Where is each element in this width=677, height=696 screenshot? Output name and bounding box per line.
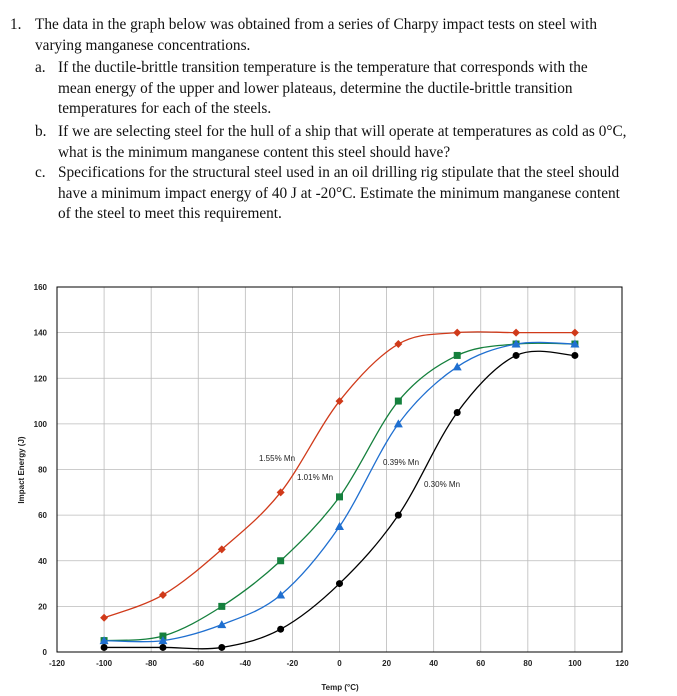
y-tick-label: 60 <box>38 511 47 520</box>
series-line <box>104 350 575 650</box>
x-tick-label: -20 <box>287 659 299 668</box>
y-tick-label: 120 <box>34 374 48 383</box>
point <box>218 602 226 610</box>
point <box>512 351 520 359</box>
x-tick-label: 100 <box>568 659 582 668</box>
point <box>277 625 285 633</box>
y-tick-label: 0 <box>43 648 48 657</box>
point <box>511 339 521 348</box>
point <box>218 643 226 651</box>
point <box>217 545 226 554</box>
point <box>99 636 109 645</box>
point <box>453 408 461 416</box>
y-tick-label: 80 <box>38 466 47 475</box>
question-text: The data in the graph below was obtained… <box>35 16 598 54</box>
x-tick-label: -80 <box>145 659 157 668</box>
item-text: Specifications for the structural steel … <box>58 164 620 222</box>
x-tick-label: -60 <box>192 659 204 668</box>
series-line <box>104 341 575 643</box>
point <box>159 632 167 640</box>
item-marker: a. <box>35 59 46 76</box>
point <box>453 328 462 337</box>
y-tick-label: 100 <box>34 420 48 429</box>
series-label: 0.30% Mn <box>424 480 460 489</box>
point <box>394 340 403 349</box>
point <box>336 493 343 501</box>
y-tick-label: 160 <box>34 283 48 292</box>
point <box>158 636 168 645</box>
x-axis-label: Temp (°C) <box>321 683 359 692</box>
item-text: If the ductile-brittle transition temper… <box>58 59 588 117</box>
x-tick-label: 60 <box>476 659 485 668</box>
series-label: 0.39% Mn <box>383 458 419 467</box>
point <box>452 362 462 371</box>
point <box>217 620 227 629</box>
point <box>335 522 344 531</box>
point <box>159 643 167 651</box>
x-tick-label: -120 <box>49 659 66 668</box>
x-tick-label: 0 <box>337 659 342 668</box>
point <box>393 419 403 428</box>
point <box>277 557 285 565</box>
plot-frame <box>56 286 623 653</box>
item-text: If we are selecting steel for the hull o… <box>58 123 627 161</box>
x-tick-label: -100 <box>96 659 113 668</box>
series-label: 1.01% Mn <box>297 473 333 482</box>
point <box>336 580 343 588</box>
point <box>276 488 285 497</box>
y-tick-label: 20 <box>38 602 47 611</box>
point <box>100 613 109 622</box>
point <box>394 511 402 519</box>
x-tick-label: 20 <box>382 659 391 668</box>
item-marker: c. <box>35 164 46 181</box>
y-tick-label: 140 <box>34 329 48 338</box>
point <box>453 351 461 359</box>
item-marker: b. <box>35 123 47 140</box>
series-label: 1.55% Mn <box>259 454 295 463</box>
x-tick-label: 120 <box>615 659 629 668</box>
x-tick-label: -40 <box>240 659 252 668</box>
point <box>571 351 579 359</box>
point <box>570 328 579 337</box>
y-axis-label: Impact Energy (J) <box>17 436 26 503</box>
point <box>570 339 580 348</box>
point <box>158 590 167 599</box>
point <box>100 643 108 651</box>
x-tick-label: 80 <box>523 659 532 668</box>
point <box>335 397 344 406</box>
point <box>394 397 402 405</box>
question-number: 1. <box>10 16 22 33</box>
point <box>276 590 286 599</box>
y-tick-label: 40 <box>38 557 47 566</box>
point <box>512 328 521 337</box>
series-line <box>103 331 575 619</box>
x-tick-label: 40 <box>429 659 438 668</box>
